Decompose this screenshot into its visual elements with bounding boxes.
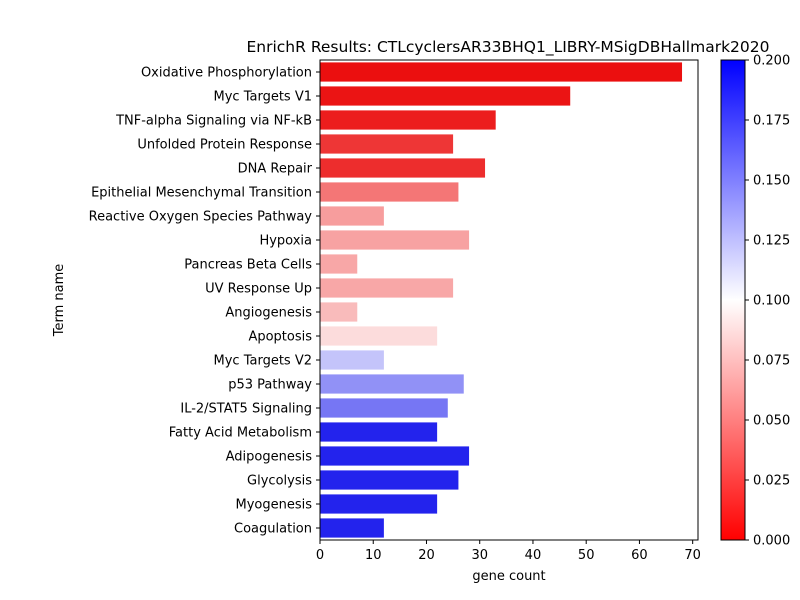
y-tick-label: Angiogenesis [225, 306, 312, 321]
y-tick-label: Oxidative Phosphorylation [141, 66, 312, 81]
plot-area: Oxidative Phosphorylation Myc Targets V1 T… [89, 59, 701, 563]
bar-9 [320, 278, 454, 298]
y-tick-label: TNF-alpha Signaling via NF-kB [115, 114, 312, 129]
y-tick-label: p53 Pathway [228, 378, 312, 393]
bar-13 [320, 374, 464, 394]
colorbar-tick-label: 0.075 [753, 354, 790, 369]
x-tick-label: 60 [631, 548, 648, 563]
x-tick-label: 30 [471, 548, 488, 563]
x-tick-label: 70 [684, 548, 701, 563]
bar-17 [320, 470, 459, 490]
bar-18 [320, 494, 438, 514]
bar-15 [320, 422, 438, 442]
y-tick-label: Pancreas Beta Cells [184, 258, 312, 273]
y-tick-label: Glycolysis [247, 474, 312, 489]
y-tick-label: Fatty Acid Metabolism [169, 426, 312, 441]
x-tick-label: 20 [418, 548, 435, 563]
chart-title: EnrichR Results: CTLcyclersAR33BHQ1_LIBR… [246, 38, 769, 57]
y-tick-label: Reactive Oxygen Species Pathway [89, 210, 313, 225]
x-tick-label: 10 [365, 548, 382, 563]
bar-8 [320, 254, 358, 274]
y-tick-label: UV Response Up [205, 282, 312, 297]
y-tick-label: Apoptosis [248, 330, 312, 345]
colorbar: 0.000 0.025 0.050 0.075 0.100 0.125 0.150 0.175… [720, 54, 790, 549]
bar-14 [320, 398, 448, 418]
bar-5 [320, 182, 459, 202]
bar-4 [320, 158, 486, 178]
y-tick-label: Myc Targets V2 [214, 354, 312, 369]
x-tick-label: 0 [316, 548, 324, 563]
y-tick-label: Epithelial Mesenchymal Transition [91, 186, 312, 201]
y-tick-label: Unfolded Protein Response [137, 138, 312, 153]
bar-6 [320, 206, 384, 226]
bar-16 [320, 446, 470, 466]
y-tick-label: Myc Targets V1 [214, 90, 312, 105]
bar-11 [320, 326, 438, 346]
x-tick-label: 50 [578, 548, 595, 563]
y-tick-label: Hypoxia [259, 234, 312, 249]
bar-1 [320, 86, 571, 106]
plot-frame [319, 59, 699, 541]
colorbar-gradient [720, 59, 746, 541]
colorbar-tick-label: 0.125 [753, 234, 790, 249]
y-tick-label: Myogenesis [235, 498, 312, 513]
colorbar-tick-label: 0.150 [753, 174, 790, 189]
x-axis-title: gene count [472, 569, 545, 584]
bar-7 [320, 230, 470, 250]
x-tick-label: 40 [525, 548, 542, 563]
colorbar-tick-label: 0.050 [753, 414, 790, 429]
bar-19 [320, 518, 384, 538]
bar-12 [320, 350, 384, 370]
colorbar-tick-label: 0.200 [753, 54, 790, 69]
y-axis-title: Term name [52, 264, 67, 338]
y-tick-label: DNA Repair [238, 162, 313, 177]
y-tick-label: Coagulation [234, 522, 312, 537]
bar-0 [320, 62, 683, 82]
colorbar-tick-label: 0.025 [753, 474, 790, 489]
bar-2 [320, 110, 496, 130]
colorbar-tick-label: 0.100 [753, 294, 790, 309]
colorbar-tick-label: 0.000 [753, 534, 790, 549]
y-tick-label: IL-2/STAT5 Signaling [180, 402, 312, 417]
colorbar-tick-label: 0.175 [753, 114, 790, 129]
y-tick-label: Adipogenesis [226, 450, 313, 465]
bar-3 [320, 134, 454, 154]
bar-10 [320, 302, 358, 322]
